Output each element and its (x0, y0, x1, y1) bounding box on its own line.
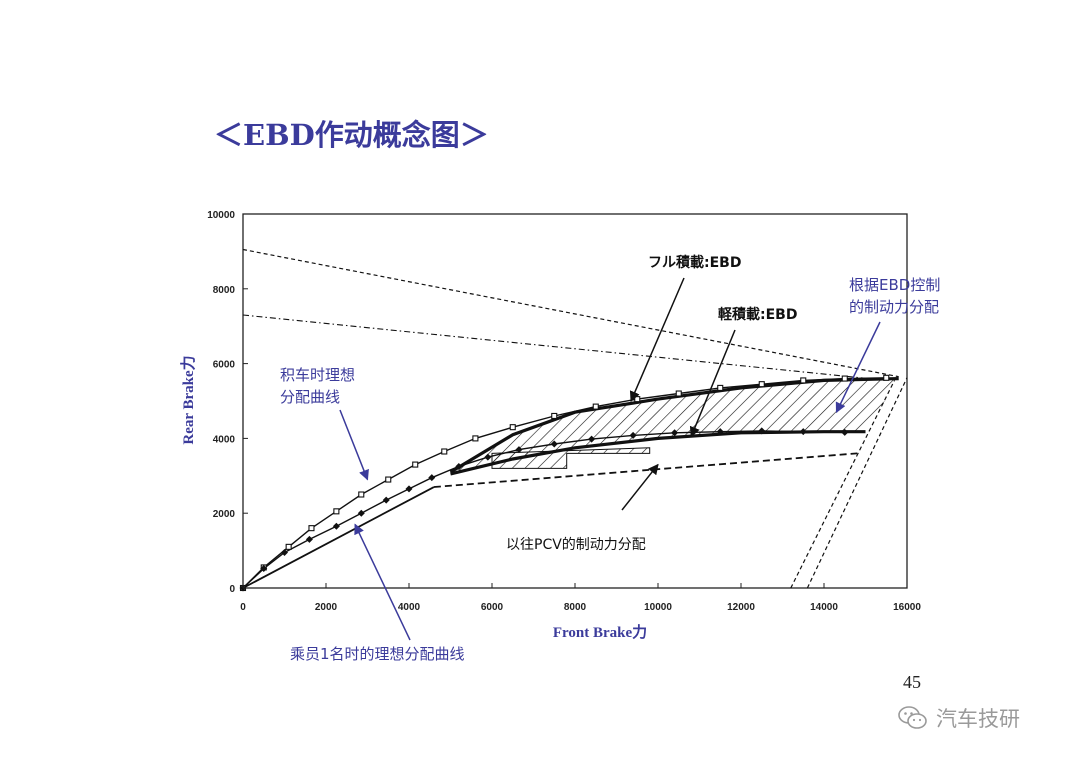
x-tick-label: 14000 (810, 602, 838, 613)
annotation-arrow-one-person-ideal (354, 523, 411, 641)
square-marker (441, 448, 448, 455)
series-line-4-dashed (433, 452, 858, 488)
x-tick-label: 12000 (727, 602, 755, 613)
annotation-arrow-pcv (621, 463, 659, 511)
ebd-hatched-region (450, 378, 899, 474)
diamond-marker (550, 440, 558, 448)
watermark-text: 汽车技研 (936, 707, 1020, 731)
diamond-marker (382, 496, 390, 504)
annotation-loaded-ideal: 分配曲线 (280, 388, 340, 406)
square-marker (758, 381, 765, 388)
series-line-0 (242, 377, 887, 589)
diamond-marker (758, 427, 766, 435)
square-marker (883, 374, 890, 381)
wechat-icon (898, 706, 927, 729)
square-marker (308, 525, 315, 532)
y-tick-label: 10000 (207, 210, 235, 221)
square-marker (551, 412, 558, 420)
x-tick-label: 2000 (315, 602, 338, 613)
square-marker (634, 396, 641, 403)
series-line-2 (449, 377, 899, 474)
x-tick-label: 8000 (564, 602, 587, 613)
diamond-marker (629, 431, 637, 439)
series-line-1 (242, 430, 845, 589)
annotation-arrow-full-load (629, 277, 685, 402)
diamond-marker (405, 485, 413, 493)
y-tick-label: 2000 (213, 509, 236, 520)
series-line-3 (450, 430, 866, 476)
square-marker (800, 377, 807, 384)
series-line-8 (806, 377, 908, 589)
series-line-7 (790, 380, 896, 589)
annotation-arrow-loaded-ideal (339, 409, 369, 481)
diamond-marker (455, 462, 463, 470)
x-tick-label: 0 (240, 602, 246, 613)
square-marker (385, 476, 392, 483)
diamond-marker (260, 565, 268, 573)
y-tick-label: 4000 (213, 434, 236, 445)
y-tick-label: 8000 (213, 285, 236, 296)
annotation-pcv: 以往PCV的制动力分配 (506, 537, 646, 553)
annotation-ebd-control: 根据EBD控制 (849, 276, 940, 294)
annotation-loaded-ideal: 积车时理想 (280, 366, 355, 384)
x-tick-label: 16000 (893, 602, 921, 613)
diamond-marker (281, 548, 288, 556)
annotation-full-load: フル積載:EBD (648, 254, 741, 271)
x-tick-label: 4000 (398, 602, 421, 613)
annotation-arrow-ebd-control (835, 321, 881, 414)
diamond-marker (588, 435, 596, 443)
square-marker (717, 384, 724, 391)
series-line-4 (242, 486, 435, 589)
diamond-marker (484, 453, 492, 461)
square-marker (472, 435, 479, 442)
annotation-light-load: 軽積載:EBD (718, 306, 797, 323)
square-marker (592, 403, 599, 410)
series-line-5 (242, 248, 899, 378)
annotation-ebd-control: 的制动力分配 (849, 298, 939, 316)
page-number: 45 (903, 672, 921, 692)
diamond-marker (841, 428, 849, 436)
square-marker (358, 491, 365, 498)
x-tick-label: 6000 (481, 602, 504, 613)
square-marker (841, 375, 848, 382)
diamond-marker (428, 474, 436, 482)
hatched-step-region (491, 447, 651, 469)
x-tick-label: 10000 (644, 602, 672, 613)
square-marker (412, 461, 419, 468)
y-axis-title: Rear Brake力 (179, 355, 197, 444)
diamond-marker (515, 446, 523, 454)
square-marker (675, 390, 682, 397)
diamond-marker (799, 428, 807, 436)
slide-title: ＜EBD作动概念图＞ (214, 118, 489, 152)
y-tick-label: 6000 (213, 360, 236, 371)
annotation-arrow-light-load (689, 329, 736, 438)
y-tick-label: 0 (229, 584, 235, 595)
square-marker (285, 543, 292, 550)
x-axis-title: Front Brake力 (553, 623, 647, 641)
diamond-marker (716, 428, 724, 436)
square-marker (509, 424, 516, 431)
diamond-marker (357, 509, 365, 517)
watermark: 汽车技研 (898, 703, 1020, 733)
square-marker (333, 508, 340, 515)
diamond-marker (332, 522, 340, 530)
diamond-marker (305, 535, 313, 543)
diamond-marker (671, 429, 679, 437)
annotation-one-person-ideal: 乘员1名时的理想分配曲线 (290, 645, 465, 663)
